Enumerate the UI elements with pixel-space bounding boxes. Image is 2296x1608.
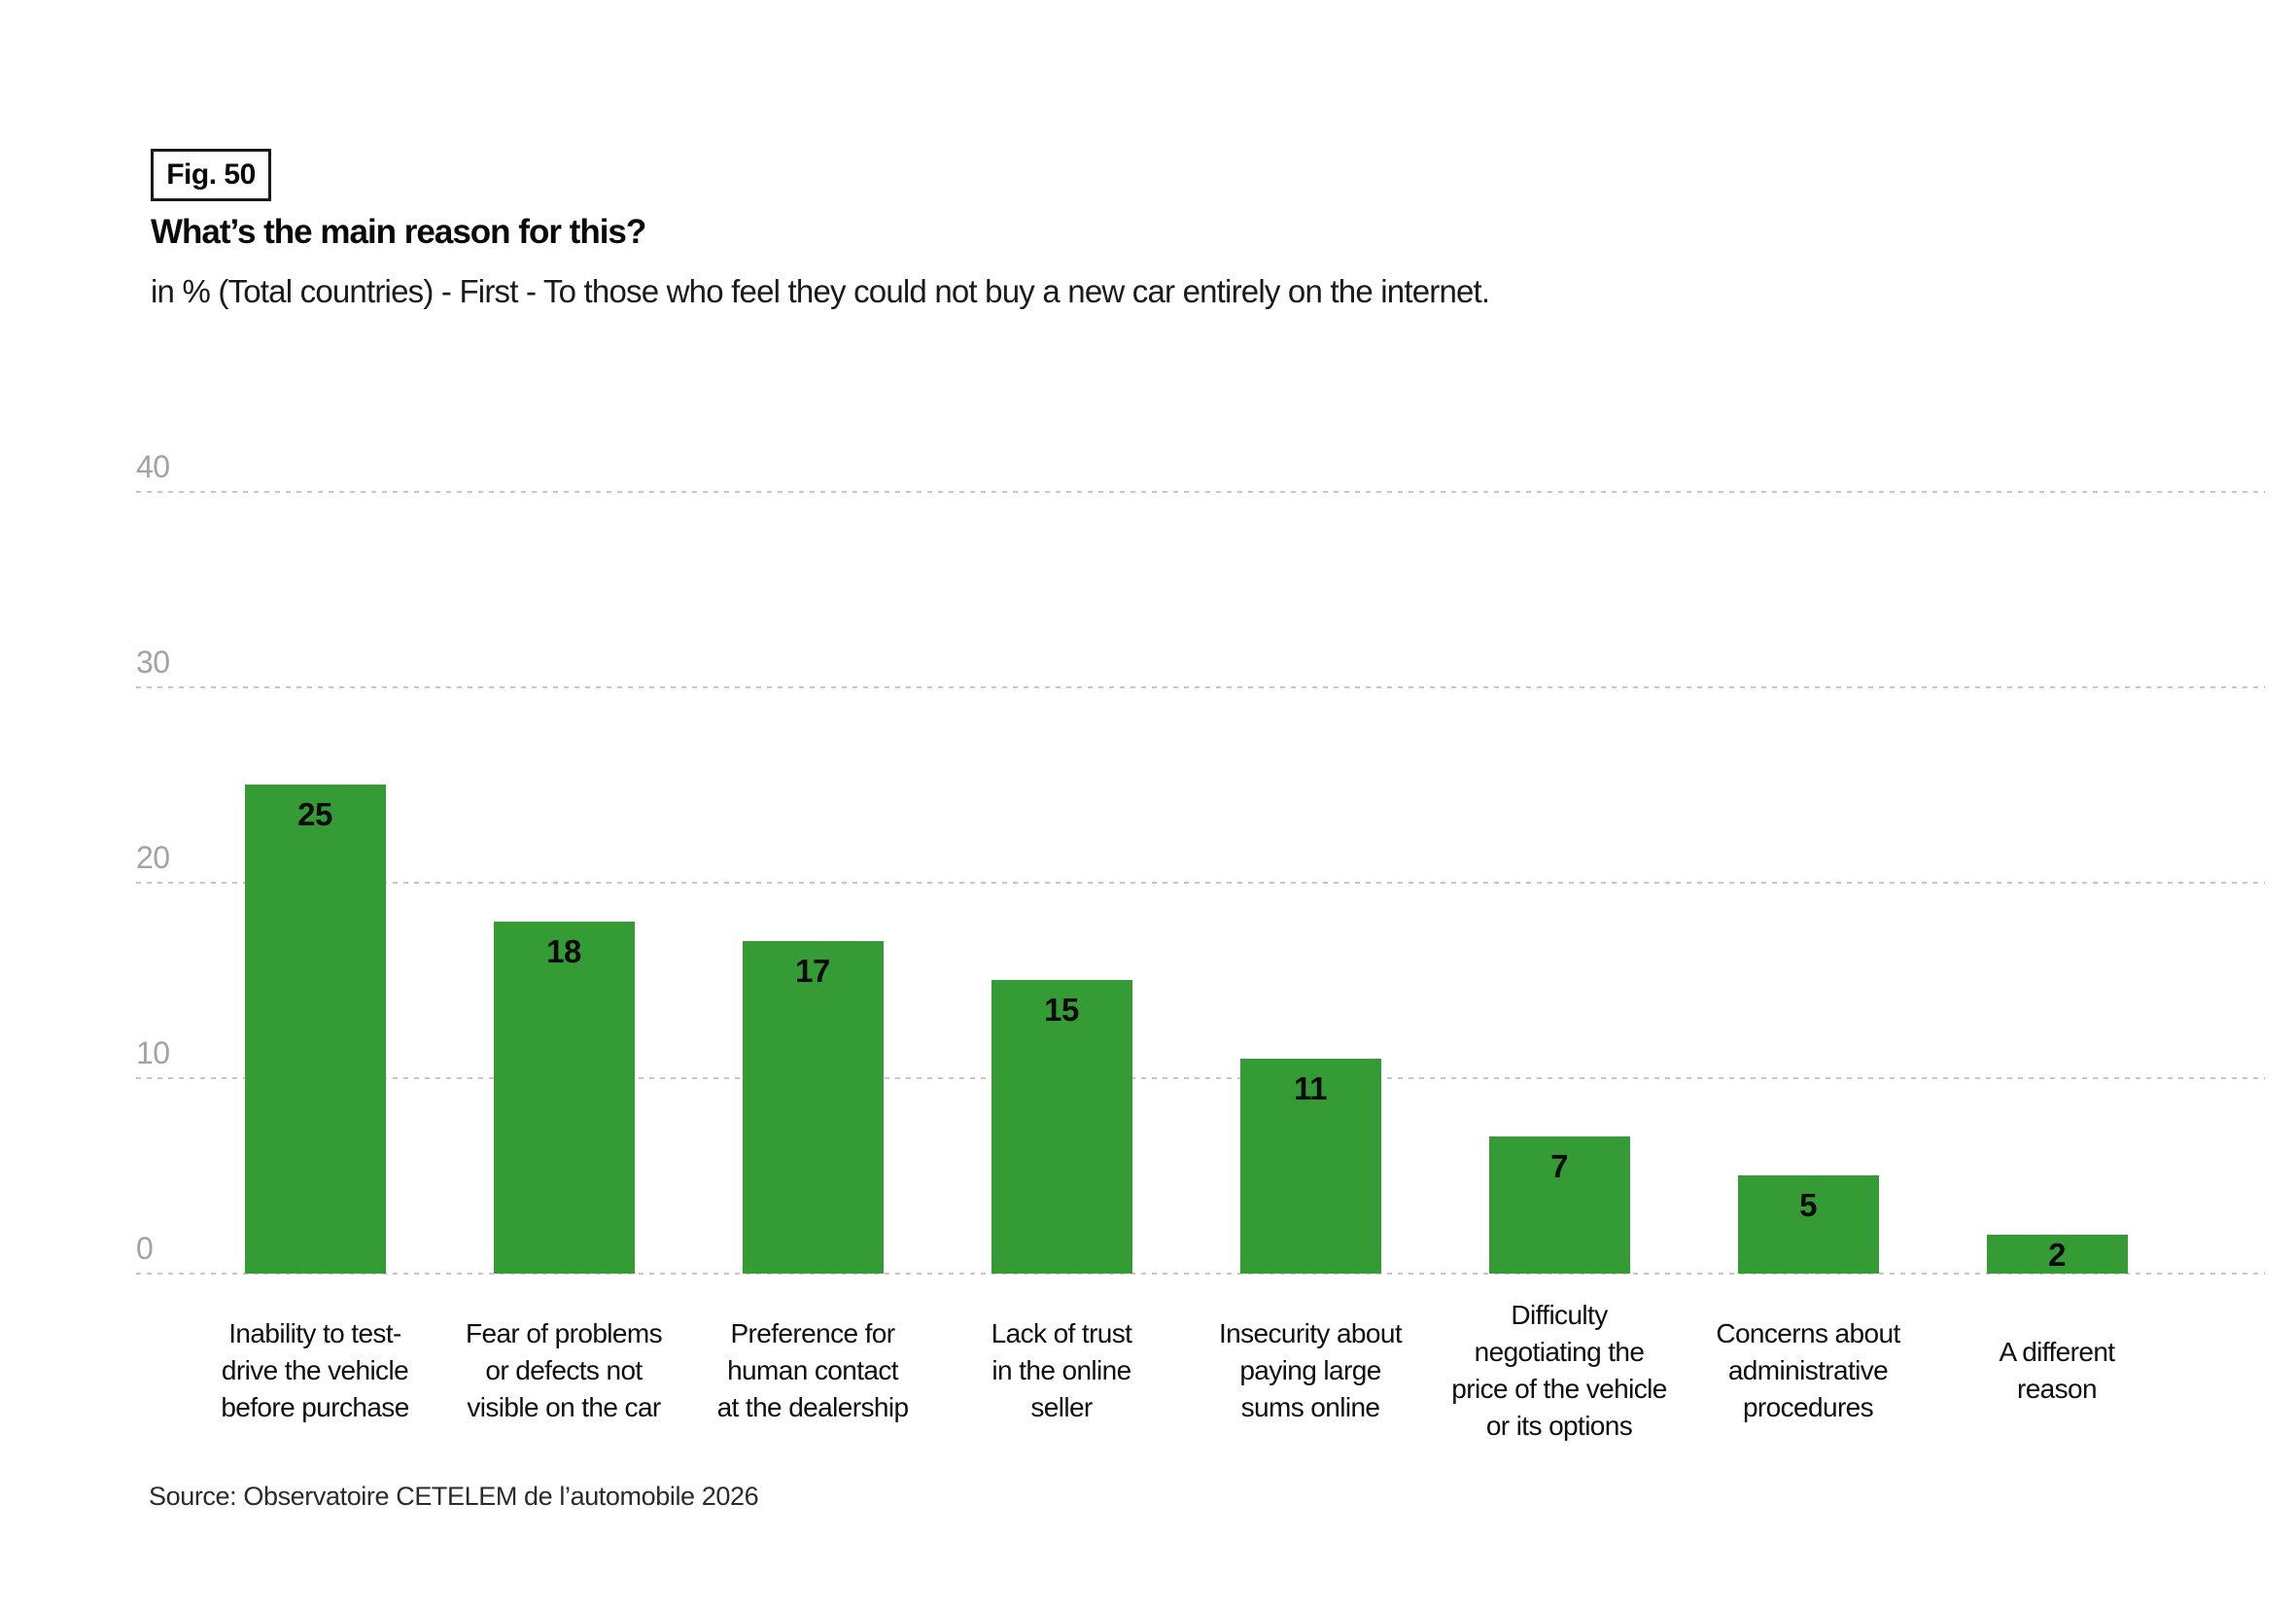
category-label-1: Inability to test- drive the vehicle bef… — [221, 1318, 409, 1422]
bar-value-label: 18 — [546, 933, 581, 969]
chart-title: What’s the main reason for this? — [151, 213, 646, 251]
bar-value-label: 2 — [2048, 1237, 2066, 1273]
bar-5: 11 — [1239, 1059, 1381, 1274]
bar-slot: 2 — [1932, 492, 2181, 1274]
y-tick-label-40: 40 — [136, 449, 170, 484]
figure-number-box: Fig. 50 — [151, 149, 271, 201]
category-cell: Concerns about administrative procedures — [1684, 1274, 1932, 1468]
bar-slot: 25 — [191, 492, 439, 1274]
bar-value-label: 25 — [297, 796, 332, 832]
y-tick-label-0: 0 — [136, 1231, 154, 1266]
bar-6: 7 — [1488, 1136, 1630, 1274]
category-label-4: Lack of trust in the online seller — [991, 1318, 1132, 1422]
category-label-7: Concerns about administrative procedures — [1716, 1318, 1900, 1422]
y-tick-label-30: 30 — [136, 645, 170, 680]
bar-3: 17 — [742, 941, 884, 1274]
source-note: Source: Observatoire CETELEM de l’automo… — [149, 1482, 759, 1511]
gridline-30 — [136, 686, 2265, 688]
category-cell: Preference for human contact at the deal… — [688, 1274, 937, 1468]
category-cell: A different reason — [1932, 1274, 2181, 1468]
y-tick-label-20: 20 — [136, 840, 170, 875]
bar-slot: 17 — [688, 492, 937, 1274]
gridline-10 — [136, 1077, 2265, 1079]
category-label-6: Difficulty negotiating the price of the … — [1451, 1300, 1667, 1441]
category-cell: Insecurity about paying large sums onlin… — [1186, 1274, 1435, 1468]
bar-1: 25 — [244, 785, 386, 1274]
category-cell: Difficulty negotiating the price of the … — [1435, 1274, 1684, 1468]
chart-subtitle: in % (Total countries) - First - To thos… — [151, 273, 1490, 309]
bar-slot: 15 — [937, 492, 1186, 1274]
y-tick-label-10: 10 — [136, 1035, 170, 1070]
figure-number-label: Fig. 50 — [166, 158, 256, 191]
bar-value-label: 5 — [1799, 1187, 1817, 1223]
gridline-0 — [136, 1273, 2265, 1275]
bar-slot: 11 — [1186, 492, 1435, 1274]
category-cell: Inability to test- drive the vehicle bef… — [191, 1274, 439, 1468]
gridline-20 — [136, 882, 2265, 884]
bars-row: 25 18 17 15 11 7 5 2 — [191, 492, 2181, 1274]
bar-value-label: 15 — [1044, 992, 1079, 1028]
bar-value-label: 17 — [795, 953, 830, 989]
category-label-5: Insecurity about paying large sums onlin… — [1218, 1318, 1403, 1422]
gridline-40 — [136, 491, 2265, 493]
bar-7: 5 — [1737, 1175, 1879, 1274]
category-label-8: A different reason — [1999, 1337, 2116, 1404]
category-labels-row: Inability to test- drive the vehicle bef… — [191, 1274, 2181, 1468]
bar-value-label: 11 — [1294, 1070, 1327, 1106]
category-cell: Lack of trust in the online seller — [937, 1274, 1186, 1468]
bar-slot: 5 — [1684, 492, 1932, 1274]
category-cell: Fear of problems or defects not visible … — [439, 1274, 688, 1468]
bar-2: 18 — [493, 922, 635, 1274]
category-label-3: Preference for human contact at the deal… — [716, 1318, 909, 1422]
bar-slot: 18 — [439, 492, 688, 1274]
bar-8: 2 — [1986, 1235, 2128, 1274]
bar-slot: 7 — [1435, 492, 1684, 1274]
category-label-2: Fear of problems or defects not visible … — [465, 1318, 663, 1422]
bar-4: 15 — [991, 980, 1132, 1274]
bar-value-label: 7 — [1550, 1148, 1568, 1184]
